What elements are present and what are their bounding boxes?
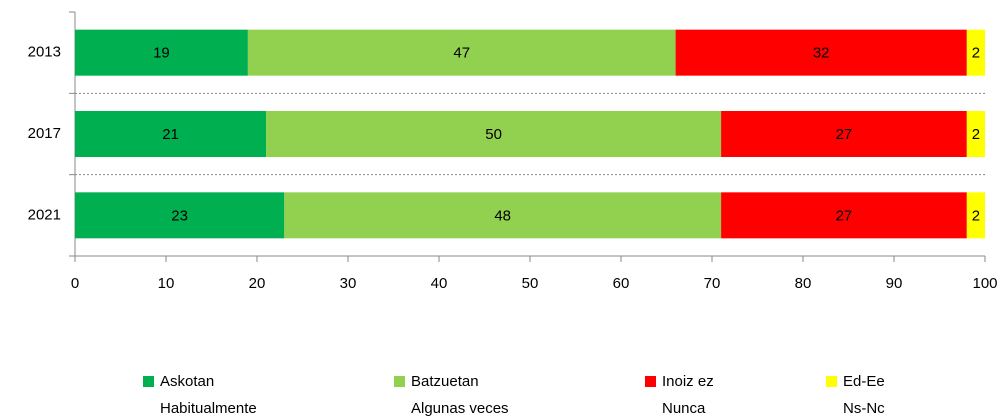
x-tick-label: 40 xyxy=(431,275,448,292)
value-label: 2 xyxy=(972,126,980,143)
legend-swatch xyxy=(645,376,656,387)
value-label: 2 xyxy=(972,45,980,62)
value-label: 32 xyxy=(813,45,830,62)
bar-segment xyxy=(675,29,967,76)
bar-segment xyxy=(75,111,267,157)
y-tick-label: 2013 xyxy=(28,44,61,61)
legend-label: Askotan Habitualmente xyxy=(160,373,257,417)
x-tick-label: 50 xyxy=(522,275,539,292)
value-label: 23 xyxy=(171,207,188,224)
bar-segment xyxy=(247,29,676,76)
value-label: 21 xyxy=(162,126,179,143)
bar-segment xyxy=(721,111,967,157)
value-label: 27 xyxy=(836,126,853,143)
legend-swatch xyxy=(143,376,154,387)
x-tick-label: 80 xyxy=(795,275,812,292)
x-tick-label: 90 xyxy=(886,275,903,292)
x-tick-label: 0 xyxy=(71,275,79,292)
value-label: 27 xyxy=(836,207,853,224)
legend-swatch xyxy=(394,376,405,387)
bar-segment xyxy=(266,111,722,157)
bar-segment xyxy=(966,192,985,239)
bar-segment xyxy=(966,111,985,157)
y-tick-label: 2021 xyxy=(28,206,61,223)
bar-segment xyxy=(75,29,248,76)
x-tick-label: 100 xyxy=(972,275,997,292)
legend-label: Ed-Ee Ns-Nc xyxy=(843,373,885,417)
bar-segment xyxy=(966,29,985,76)
x-tick-label: 60 xyxy=(613,275,630,292)
value-label: 47 xyxy=(453,45,470,62)
legend-label: Batzuetan Algunas veces xyxy=(411,373,509,417)
bar-segment xyxy=(284,192,722,239)
value-label: 50 xyxy=(485,126,502,143)
value-label: 2 xyxy=(972,207,980,224)
bar-segment xyxy=(75,192,285,239)
y-tick-label: 2017 xyxy=(28,125,61,142)
x-tick-label: 10 xyxy=(158,275,175,292)
x-tick-label: 30 xyxy=(340,275,357,292)
legend-swatch xyxy=(826,376,837,387)
x-tick-label: 20 xyxy=(249,275,266,292)
legend-label: Inoiz ez Nunca xyxy=(662,373,714,417)
value-label: 48 xyxy=(494,207,511,224)
bar-segment xyxy=(721,192,967,239)
x-tick-label: 70 xyxy=(704,275,721,292)
value-label: 19 xyxy=(153,45,170,62)
